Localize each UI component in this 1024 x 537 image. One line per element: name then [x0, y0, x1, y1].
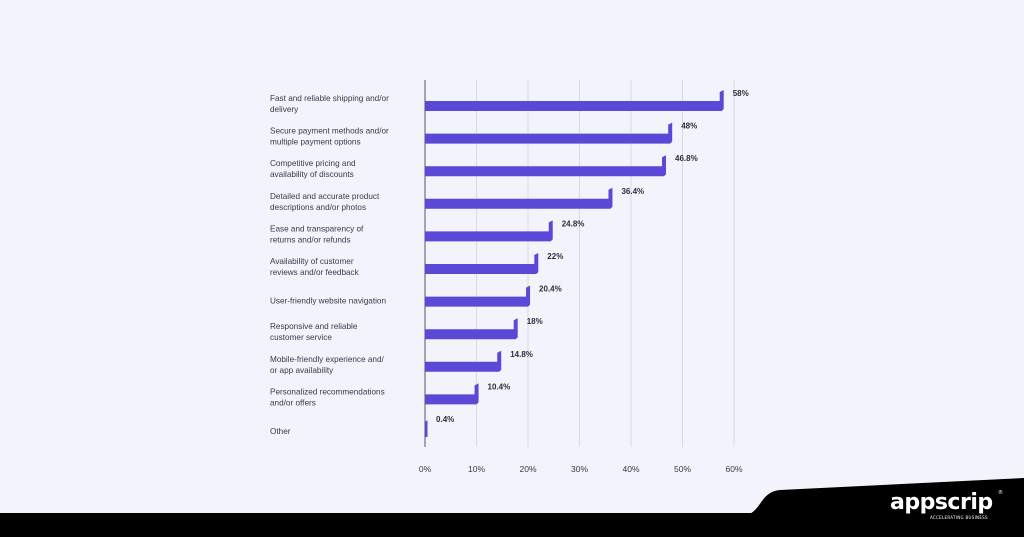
category-label: Other: [270, 427, 291, 436]
x-axis-ticks: 0% 10% 20% 30% 40% 50% 60%: [419, 464, 743, 474]
category-label: Ease and transparency of returns and/or r…: [270, 224, 364, 244]
category-label: Detailed and accurate product description…: [270, 192, 380, 212]
category-label: Secure payment methods and/or multiple pa…: [270, 127, 389, 147]
category-label: Responsive and reliable customer service: [270, 322, 358, 342]
category-label-line: Mobile-friendly experience and/: [270, 355, 385, 364]
category-labels: Fast and reliable shipping and/or deliver…: [270, 94, 389, 436]
bar: [425, 122, 673, 144]
value-label: 18%: [527, 317, 543, 326]
bar: [425, 350, 502, 372]
category-label-line: Ease and transparency of: [270, 224, 364, 233]
value-label: 36.4%: [621, 187, 644, 196]
value-label: 0.4%: [436, 415, 454, 424]
category-label-line: Responsive and reliable: [270, 322, 358, 331]
value-labels: 58% 48% 46.8% 36.4% 24.8% 22% 20.4% 18% 14.8% 10.…: [436, 89, 749, 424]
category-label-line: multiple payment options: [270, 138, 361, 147]
value-label: 10.4%: [488, 382, 511, 391]
category-label-line: Competitive pricing and: [270, 159, 356, 168]
category-label-line: delivery: [270, 105, 299, 114]
bar: [425, 187, 613, 209]
bar: [425, 155, 667, 177]
category-label-line: availability of discounts: [270, 170, 354, 179]
x-tick-label: 60%: [725, 464, 742, 474]
x-tick-label: 50%: [674, 464, 691, 474]
bar: [425, 420, 428, 437]
bar: [425, 253, 539, 274]
value-label: 46.8%: [675, 154, 698, 163]
value-label: 20.4%: [539, 285, 562, 294]
bars: [425, 90, 724, 437]
bar: [425, 383, 479, 405]
footer-tab-shape: [740, 478, 1024, 516]
category-label-line: returns and/or refunds: [270, 235, 351, 244]
value-label: 24.8%: [562, 219, 585, 228]
registered-mark: ®: [998, 490, 1003, 496]
value-label: 22%: [547, 252, 563, 261]
category-label: User-friendly website navigation: [270, 297, 386, 306]
brand-logo: appscrip: [890, 490, 993, 515]
x-tick-label: 30%: [571, 464, 588, 474]
x-tick-label: 10%: [468, 464, 485, 474]
x-tick-label: 0%: [419, 464, 432, 474]
category-label: Competitive pricing and availability of d…: [270, 159, 356, 179]
value-label: 58%: [733, 89, 749, 98]
category-label: Mobile-friendly experience and/or app av…: [270, 355, 385, 375]
category-label-line: descriptions and/or photos: [270, 203, 366, 212]
bar: [425, 90, 724, 111]
category-label-line: Personalized recommendations: [270, 387, 385, 396]
bar: [425, 220, 553, 242]
x-tick-label: 20%: [519, 464, 536, 474]
brand-tagline: ACCELERATING BUSINESS: [930, 515, 988, 520]
category-label: Availability of customer reviews and/or f…: [270, 257, 360, 277]
value-label: 48%: [681, 122, 697, 131]
category-label-line: customer service: [270, 333, 332, 342]
bar: [425, 285, 531, 307]
category-label-line: Fast and reliable shipping and/or: [270, 94, 389, 103]
category-label-line: or app availability: [270, 366, 334, 375]
category-label: Personalized recommendations and/or offer…: [270, 387, 385, 407]
category-label-line: Availability of customer: [270, 257, 354, 266]
category-label-line: and/or offers: [270, 398, 316, 407]
category-label-line: Detailed and accurate product: [270, 192, 380, 201]
category-label-line: Secure payment methods and/or: [270, 127, 389, 136]
category-label: Fast and reliable shipping and/or deliver…: [270, 94, 389, 114]
category-label-line: reviews and/or feedback: [270, 268, 360, 277]
bar: [425, 318, 518, 340]
value-label: 14.8%: [510, 350, 533, 359]
footer-bar: [0, 513, 1024, 537]
x-tick-label: 40%: [622, 464, 639, 474]
